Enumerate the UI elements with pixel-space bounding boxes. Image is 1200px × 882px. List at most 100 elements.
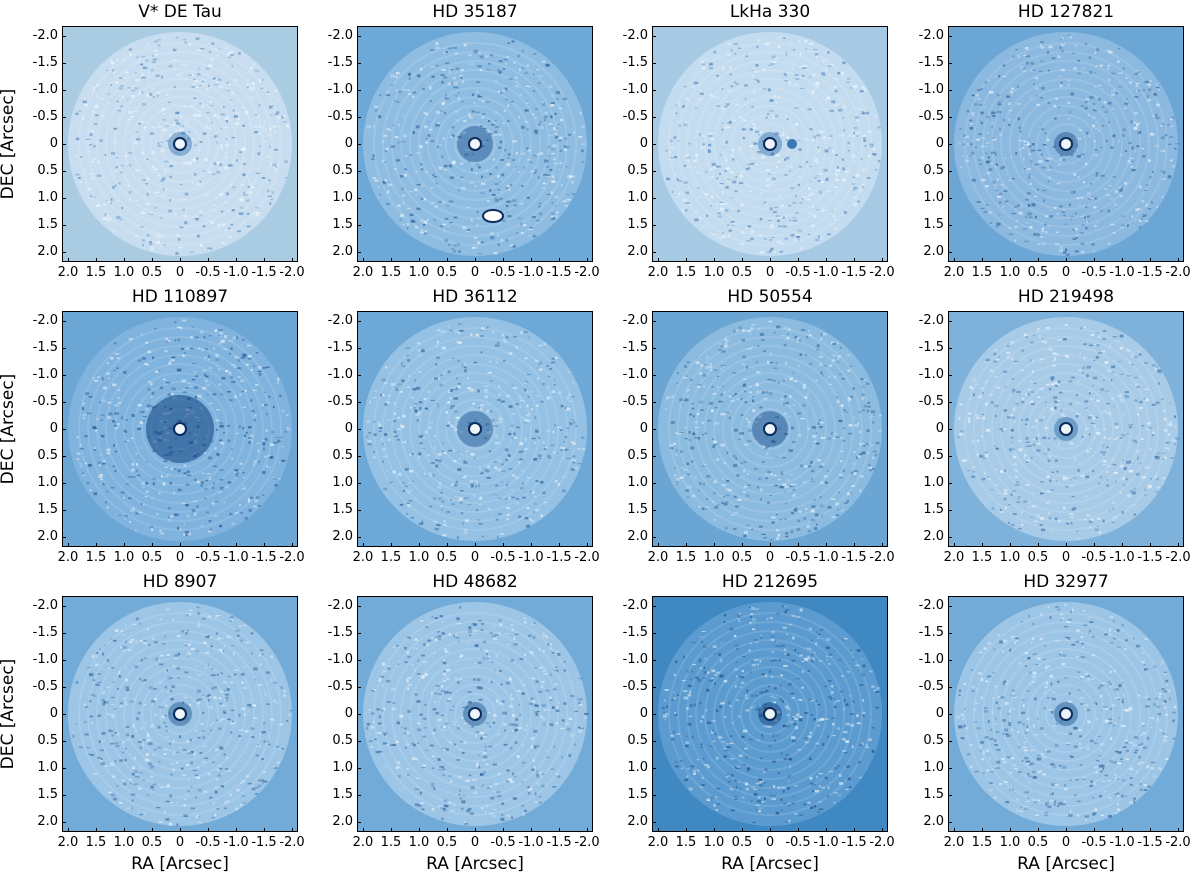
image-panel	[652, 26, 888, 262]
coronagraph-mask	[468, 707, 482, 721]
x-tick-label: 2.0	[943, 835, 965, 850]
y-tick-label: 1.5	[923, 217, 944, 232]
x-tick-mark	[292, 828, 293, 832]
y-tick-label: -0.5	[327, 394, 353, 409]
y-tick-label: 1.5	[627, 502, 648, 517]
panel-title: HD 219498	[1017, 287, 1115, 307]
y-tick-label: 0.5	[37, 448, 58, 463]
y-tick-mark	[62, 660, 66, 661]
y-tick-label: 1.0	[627, 190, 648, 205]
y-tick-label: 1.5	[332, 217, 353, 232]
y-tick-mark	[948, 321, 952, 322]
y-tick-mark	[62, 483, 66, 484]
y-tick-mark	[652, 375, 656, 376]
y-tick-mark	[948, 375, 952, 376]
y-tick-mark	[357, 90, 361, 91]
y-tick-label: 0	[639, 706, 648, 721]
y-tick-label: 2.0	[627, 814, 648, 829]
y-tick-label: 0	[344, 136, 353, 151]
image-panel	[62, 311, 298, 547]
x-tick-label: -1.5	[841, 835, 867, 850]
y-tick-label: 2.0	[37, 244, 58, 259]
y-tick-mark	[652, 687, 656, 688]
x-tick-mark	[1066, 258, 1067, 262]
y-tick-mark	[948, 348, 952, 349]
y-tick-label: -2.0	[327, 598, 353, 613]
y-tick-mark	[652, 606, 656, 607]
x-tick-label: 0	[175, 835, 185, 850]
x-tick-label: 1.5	[380, 265, 402, 280]
y-tick-mark	[948, 660, 952, 661]
x-tick-mark	[1038, 828, 1039, 832]
y-tick-label: 1.0	[37, 190, 58, 205]
y-tick-mark	[652, 90, 656, 91]
y-tick-label: -0.5	[32, 394, 58, 409]
x-tick-mark	[475, 828, 476, 832]
y-tick-label: -2.0	[327, 28, 353, 43]
x-tick-label: 1.0	[999, 550, 1021, 565]
x-tick-mark	[742, 543, 743, 547]
x-tick-mark	[363, 258, 364, 262]
x-tick-label: -0.5	[785, 265, 811, 280]
y-tick-label: 0.5	[627, 448, 648, 463]
x-tick-label: -1.5	[841, 550, 867, 565]
x-tick-mark	[686, 828, 687, 832]
y-axis-label: DEC [Arcsec]	[0, 373, 18, 485]
y-tick-label: 2.0	[37, 529, 58, 544]
panel-title: V* DE Tau	[138, 2, 222, 22]
x-tick-label: 1.0	[703, 265, 725, 280]
x-tick-mark	[882, 258, 883, 262]
y-tick-mark	[357, 63, 361, 64]
speckle-noise	[956, 323, 1180, 540]
panel-title: HD 8907	[142, 572, 218, 592]
panel-title: HD 212695	[721, 572, 819, 592]
x-tick-mark	[954, 258, 955, 262]
x-tick-label: 1.5	[971, 265, 993, 280]
x-tick-mark	[826, 543, 827, 547]
x-tick-mark	[475, 543, 476, 547]
y-tick-label: 0.5	[332, 163, 353, 178]
image-panel	[357, 596, 593, 832]
x-tick-label: -1.5	[1137, 550, 1163, 565]
x-tick-label: -1.0	[223, 835, 249, 850]
x-tick-label: -1.0	[518, 550, 544, 565]
y-tick-label: 1.0	[37, 760, 58, 775]
x-tick-label: -1.0	[1109, 550, 1135, 565]
x-tick-label: -1.5	[546, 550, 572, 565]
panel-title: HD 35187	[432, 2, 518, 22]
y-tick-label: -1.0	[327, 367, 353, 382]
y-tick-mark	[357, 741, 361, 742]
x-tick-label: 1.0	[408, 550, 430, 565]
image-panel	[948, 26, 1184, 262]
panel-title: LkHa 330	[729, 2, 811, 22]
x-tick-mark	[419, 258, 420, 262]
y-tick-mark	[62, 117, 66, 118]
y-tick-mark	[62, 768, 66, 769]
x-tick-label: -2.0	[1165, 265, 1191, 280]
x-tick-mark	[982, 258, 983, 262]
coronagraph-image	[363, 317, 587, 541]
y-tick-label: -1.0	[918, 367, 944, 382]
y-tick-label: -1.5	[32, 340, 58, 355]
coronagraph-mask	[763, 137, 777, 151]
x-tick-mark	[854, 828, 855, 832]
x-tick-label: -1.5	[546, 835, 572, 850]
x-tick-mark	[798, 258, 799, 262]
x-tick-label: -1.0	[1109, 835, 1135, 850]
y-tick-label: -2.0	[32, 598, 58, 613]
x-tick-mark	[503, 828, 504, 832]
x-tick-mark	[391, 828, 392, 832]
x-tick-label: 0	[470, 550, 480, 565]
speckle-noise	[665, 37, 881, 254]
y-tick-label: -0.5	[622, 394, 648, 409]
y-tick-label: -0.5	[622, 109, 648, 124]
image-panel	[948, 596, 1184, 832]
y-tick-label: -2.0	[622, 28, 648, 43]
x-tick-mark	[1066, 828, 1067, 832]
y-tick-label: 1.5	[37, 502, 58, 517]
y-tick-mark	[62, 795, 66, 796]
x-tick-mark	[954, 543, 955, 547]
x-tick-label: -2.0	[574, 550, 600, 565]
x-tick-label: 1.0	[408, 265, 430, 280]
x-tick-label: 2.0	[57, 835, 79, 850]
